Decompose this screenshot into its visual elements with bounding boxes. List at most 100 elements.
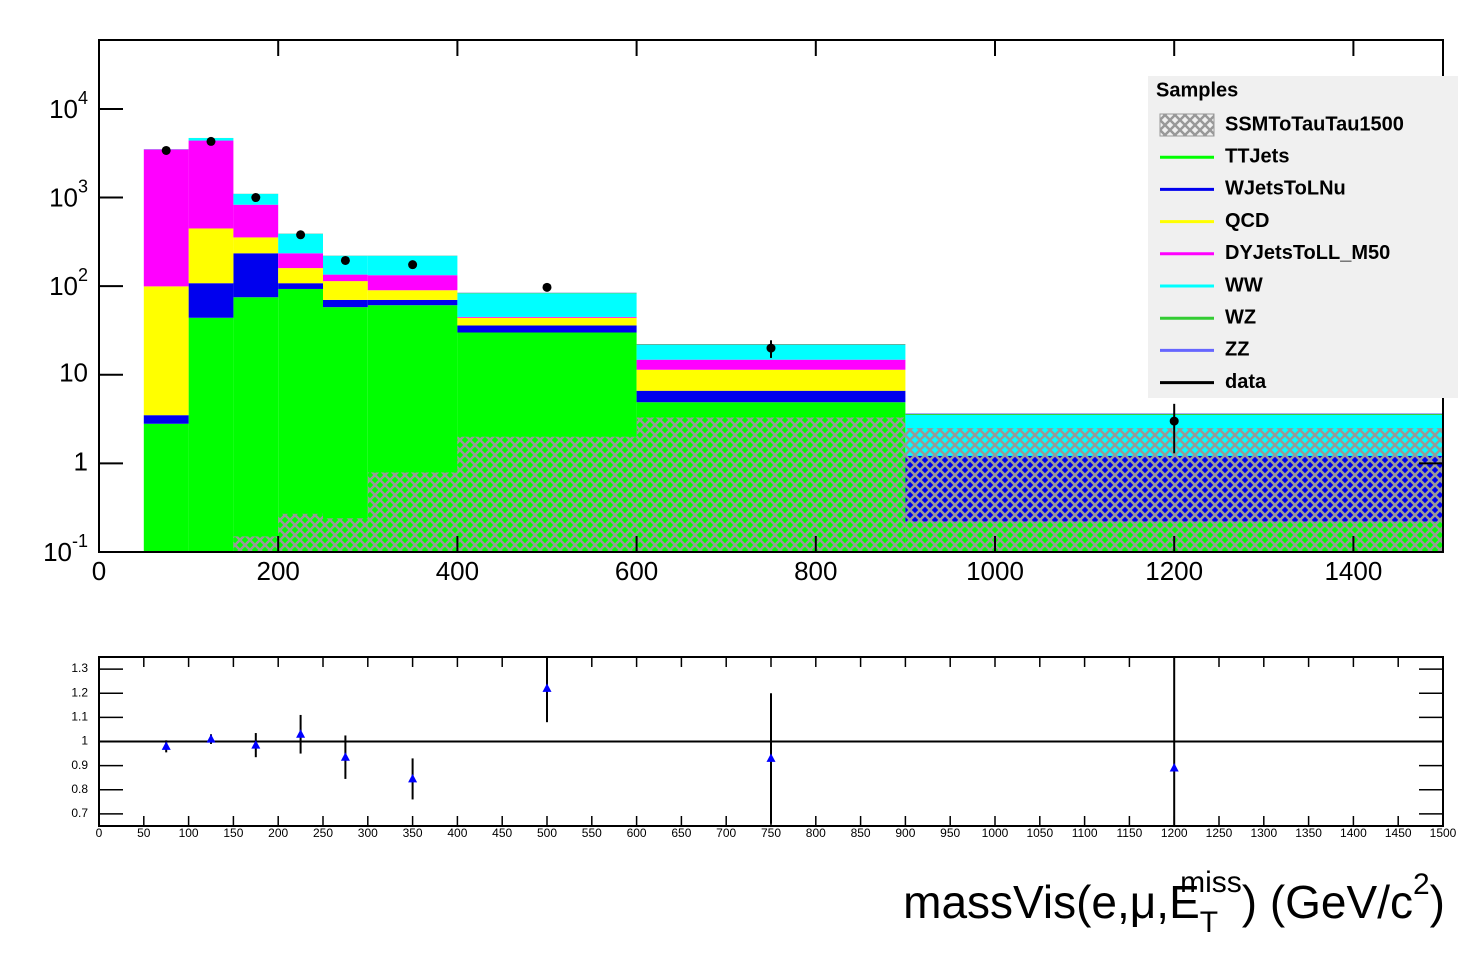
legend-label: SSMToTauTau1500 [1225,113,1404,135]
y-tick-label: 103 [49,176,88,212]
legend-label: ZZ [1225,339,1249,361]
bar-segment [278,283,323,289]
x-tick-label: 1000 [966,556,1024,586]
ratio-point [340,752,350,761]
main-plot: 0 200 400 600 800 1000 1200 140010-111010210310… [43,39,1458,586]
ratio-point [542,683,552,692]
x-tick-label: 1400 [1340,826,1367,840]
bar-segment [143,415,189,424]
tick-exponent: 2 [78,265,88,285]
bar-segment [367,275,458,291]
signal-bar [636,417,906,552]
y-tick-label: 102 [49,265,88,301]
x-tick-label: 300 [358,826,378,840]
bar-segment [278,288,323,552]
tick-base: 10 [49,94,78,124]
bar-segment [323,281,368,300]
bar-segment [457,316,637,318]
bar-segment [233,297,279,552]
signal-bar [278,513,323,552]
bar-segment [233,204,279,238]
x-tick-label: 1150 [1116,826,1142,840]
data-point [542,282,552,292]
x-tick-label: 1400 [1324,556,1382,586]
signal-bar [233,536,279,552]
tick-base: 10 [43,537,72,567]
bar-segment [636,359,906,370]
x-tick-label: 1250 [1206,826,1233,840]
x-tick-label: 1000 [982,826,1009,840]
x-tick-label: 1050 [1026,826,1053,840]
bar-segment [323,255,368,275]
x-tick-label: 850 [851,826,871,840]
ratio-point [1169,763,1179,772]
legend-label: WZ [1225,306,1256,328]
x-axis-label: massVis(e,μ,ETmiss) (GeV/c2) [903,866,1445,939]
x-tick-label: 350 [403,826,423,840]
bar-segment [143,423,189,552]
bar-segment [367,299,458,306]
tick-base: 10 [49,182,78,212]
x-tick-label: 1500 [1430,826,1457,840]
x-tick-label: 750 [761,826,781,840]
data-point [408,260,418,270]
x-tick-label: 1350 [1295,826,1322,840]
x-tick-label: 1200 [1161,826,1188,840]
x-tick-label: 0 [92,556,106,586]
bar-segment [278,253,323,269]
ratio-plot: 0 50 100 150 200 250 300 350 400 450 500 550 600 650 7… [71,656,1457,840]
x-tick-label: 650 [671,826,691,840]
data-point [766,343,776,353]
y-tick-label: 1.3 [71,661,88,675]
x-tick-label: 800 [794,556,837,586]
bar-segment [323,274,368,282]
data-point [206,136,216,146]
bar-segment [233,237,279,254]
y-tick-label: 1.2 [71,685,88,699]
bar-segment [367,290,458,300]
x-tick-label: 200 [257,556,300,586]
bar-segment [636,369,906,391]
bar-segment [636,390,906,403]
ratio-point [251,740,261,749]
x-tick-label: 450 [492,826,512,840]
signal-bar [367,472,458,552]
legend-label: QCD [1225,210,1269,232]
x-tick-label: 950 [940,826,960,840]
bar-segment [278,268,323,284]
x-tick-label: 700 [716,826,736,840]
y-tick-label: 1 [74,446,88,476]
x-tick-label: 1450 [1385,826,1412,840]
y-tick-label: 10 [59,358,88,388]
x-tick-label: 200 [268,826,288,840]
tick-exponent: -1 [72,531,88,551]
data-point [340,255,350,265]
y-tick-label: 10-1 [43,531,88,567]
data-point [161,145,171,155]
legend-label: WW [1225,274,1263,296]
bar-segment [457,317,637,326]
bar-segment [457,293,637,317]
bar-segment [188,228,234,284]
ratio-point [766,753,776,762]
legend-label: DYJetsToLL_M50 [1225,242,1390,264]
ratio-point [408,773,418,783]
y-tick-label: 104 [49,88,88,124]
signal-bar [323,518,368,552]
legend-swatch [1159,113,1215,137]
x-tick-label: 100 [179,826,199,840]
bar-segment [323,299,368,308]
x-tick-label: 400 [436,556,479,586]
x-tick-label: 600 [615,556,658,586]
legend-title: Samples [1156,79,1238,101]
y-tick-label: 1.1 [71,710,88,724]
y-tick-label: 0.7 [71,806,88,820]
y-tick-label: 0.9 [71,758,88,772]
x-tick-label: 1200 [1145,556,1203,586]
x-tick-label: 50 [137,826,151,840]
tick-base: 10 [49,271,78,301]
ratio-point [296,729,306,738]
tick-exponent: 3 [78,176,88,196]
data-point [1169,416,1179,426]
